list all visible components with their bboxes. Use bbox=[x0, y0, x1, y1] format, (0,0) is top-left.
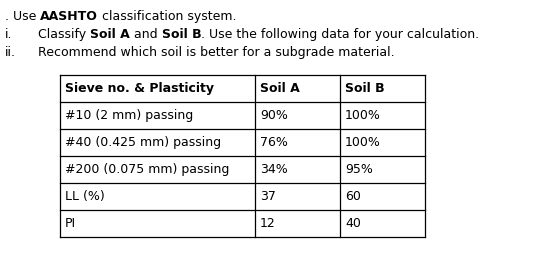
Text: AASHTO: AASHTO bbox=[40, 10, 98, 23]
Text: . Use: . Use bbox=[5, 10, 40, 23]
Text: Soil A: Soil A bbox=[260, 82, 300, 95]
Text: 95%: 95% bbox=[345, 163, 373, 176]
Text: 12: 12 bbox=[260, 217, 276, 230]
Text: Recommend which soil is better for a subgrade material.: Recommend which soil is better for a sub… bbox=[38, 46, 395, 59]
Text: Soil B: Soil B bbox=[162, 28, 201, 41]
Text: 100%: 100% bbox=[345, 136, 381, 149]
Text: 100%: 100% bbox=[345, 109, 381, 122]
Text: #40 (0.425 mm) passing: #40 (0.425 mm) passing bbox=[65, 136, 221, 149]
Text: Classify: Classify bbox=[38, 28, 90, 41]
Text: Soil B: Soil B bbox=[345, 82, 385, 95]
Text: . Use the following data for your calculation.: . Use the following data for your calcul… bbox=[201, 28, 479, 41]
Text: 37: 37 bbox=[260, 190, 276, 203]
Text: 90%: 90% bbox=[260, 109, 288, 122]
Text: 34%: 34% bbox=[260, 163, 288, 176]
Text: 40: 40 bbox=[345, 217, 361, 230]
Text: #10 (2 mm) passing: #10 (2 mm) passing bbox=[65, 109, 194, 122]
Text: Soil A: Soil A bbox=[90, 28, 130, 41]
Text: #200 (0.075 mm) passing: #200 (0.075 mm) passing bbox=[65, 163, 230, 176]
Text: classification system.: classification system. bbox=[98, 10, 237, 23]
Text: 60: 60 bbox=[345, 190, 361, 203]
Text: Sieve no. & Plasticity: Sieve no. & Plasticity bbox=[65, 82, 214, 95]
Text: i.: i. bbox=[5, 28, 12, 41]
Text: 76%: 76% bbox=[260, 136, 288, 149]
Text: and: and bbox=[130, 28, 162, 41]
Text: ii.: ii. bbox=[5, 46, 16, 59]
Text: PI: PI bbox=[65, 217, 76, 230]
Text: LL (%): LL (%) bbox=[65, 190, 105, 203]
